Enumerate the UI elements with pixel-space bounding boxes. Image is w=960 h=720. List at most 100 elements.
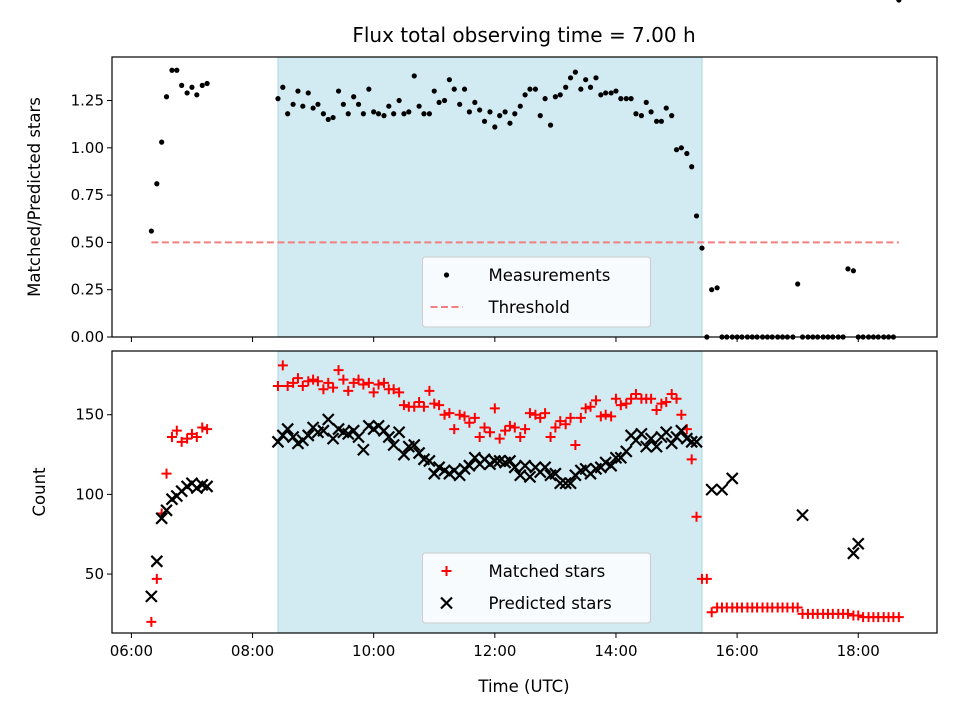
matched-star-point: [606, 411, 617, 422]
matched-star-point: [439, 409, 450, 420]
predicted-star-point: [145, 590, 158, 603]
measurement-point: [673, 147, 680, 153]
matched-star-point: [318, 384, 329, 395]
legend-label: Matched stars: [489, 562, 606, 581]
matched-star-point: [323, 377, 334, 388]
measurement-point: [441, 97, 448, 104]
matched-star-point: [434, 400, 445, 411]
matched-star-point: [197, 422, 208, 433]
measurement-point: [431, 88, 437, 94]
measurement-point: [537, 113, 543, 119]
predicted-star-point: [564, 476, 577, 490]
predicted-star-point: [508, 461, 522, 474]
predicted-star-point: [851, 537, 865, 551]
axes-frame: [111, 350, 938, 634]
measurement-point: [613, 88, 619, 94]
legend: Matched stars Predicted stars: [422, 552, 651, 624]
matched-star-point: [272, 381, 283, 392]
measurement-point: [567, 75, 574, 81]
matched-star-point: [691, 511, 702, 522]
measurement-point: [179, 82, 185, 88]
predicted-star-point: [538, 461, 552, 474]
predicted-star-point: [488, 454, 502, 468]
matched-star-point: [394, 387, 405, 398]
measurement-point: [714, 285, 720, 291]
measurement-point: [426, 111, 433, 117]
y-tick-label: 1.25: [71, 92, 104, 110]
measurement-point: [563, 84, 569, 90]
measurement-point: [557, 92, 563, 98]
measurement-point: [280, 84, 286, 90]
measurement-point: [285, 111, 291, 117]
predicted-star-point: [685, 435, 698, 449]
measurement-point: [351, 94, 357, 100]
matched-star-point: [500, 425, 511, 436]
measurement-point: [345, 111, 351, 117]
predicted-star-point: [326, 432, 340, 445]
measurement-point: [199, 82, 205, 88]
predicted-star-point: [317, 424, 330, 437]
measurement-point: [366, 86, 372, 92]
predicted-star-point: [690, 435, 703, 449]
measurement-point: [542, 96, 548, 102]
predicted-star-point: [160, 504, 173, 517]
matched-star-point: [414, 396, 425, 407]
predicted-star-point: [463, 459, 476, 472]
measurement-point: [148, 228, 154, 234]
measurement-point: [184, 90, 190, 96]
measurement-point: [154, 181, 160, 187]
measurement-point: [587, 84, 594, 90]
matched-star-point: [424, 385, 435, 396]
legend-box: [422, 256, 651, 328]
matched-star-point: [575, 412, 586, 423]
measurement-point: [436, 99, 442, 106]
matched-star-point: [504, 420, 515, 431]
predicted-star-point: [847, 547, 860, 560]
matched-star-point: [373, 379, 384, 390]
measurement-point: [598, 92, 604, 98]
matched-star-point: [540, 408, 551, 419]
measurement-point: [684, 150, 690, 157]
matched-star-point: [444, 408, 455, 419]
predicted-star-point: [675, 424, 688, 437]
matched-star-point: [378, 377, 389, 388]
matched-star-point: [842, 608, 853, 619]
matched-star-point: [176, 436, 187, 447]
matched-star-point: [288, 377, 299, 388]
matched-star-point: [464, 417, 475, 428]
matched-star-point: [615, 400, 626, 411]
matched-star-point: [535, 412, 546, 423]
matched-star-point: [358, 379, 369, 390]
measurement-point: [678, 145, 684, 151]
predicted-star-point: [650, 440, 663, 453]
x-tick-label: 18:00: [837, 642, 880, 660]
matched-star-point: [706, 607, 717, 618]
measurement-point: [593, 75, 599, 81]
matched-star-point: [666, 389, 677, 400]
predicted-star-point: [382, 430, 396, 444]
matched-star-point: [590, 395, 601, 406]
matched-star-point: [368, 387, 379, 398]
predicted-star-point: [639, 440, 653, 453]
y-axis-label-ratio: Matched/Predicted stars: [25, 97, 44, 297]
matched-star-point: [595, 411, 606, 422]
matched-star-point: [418, 401, 429, 412]
matched-star-point: [297, 381, 308, 392]
measurement-point: [416, 103, 422, 109]
matched-star-point: [555, 416, 566, 427]
measurement-point: [522, 92, 528, 98]
legend-marker-dot: [443, 272, 450, 278]
predicted-star-point: [549, 467, 562, 480]
predicted-star-point: [281, 422, 294, 436]
predicted-star-point: [604, 459, 618, 472]
measurement-point: [663, 105, 669, 111]
measurement-point: [552, 94, 558, 100]
matched-star-point: [520, 424, 531, 435]
predicted-star-point: [553, 476, 567, 490]
y-tick-label: 0.75: [71, 186, 104, 204]
measurement-point: [295, 88, 301, 94]
matched-star-point: [630, 389, 641, 400]
y-tick-label: 100: [75, 485, 104, 503]
predicted-star-point: [387, 438, 400, 452]
measurement-point: [300, 103, 306, 109]
